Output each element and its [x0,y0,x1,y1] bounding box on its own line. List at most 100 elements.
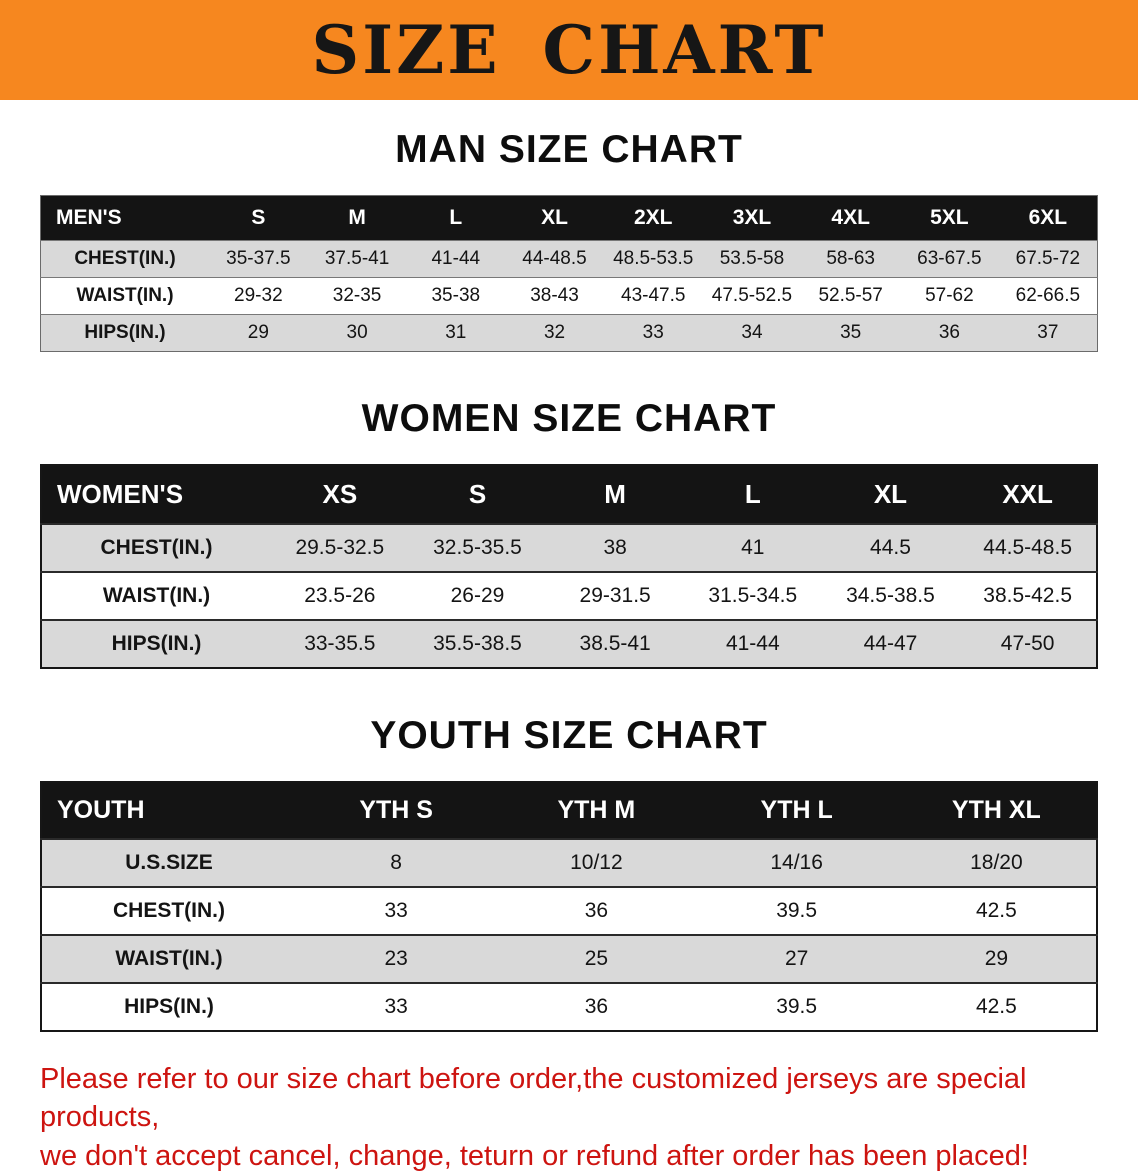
women-size-table: WOMEN'S XS S M L XL XXL CHEST(IN.) 29.5-32.5 32.5… [40,464,1098,669]
value-cell: 31 [406,314,506,352]
value-cell: 39.5 [696,982,897,1031]
value-cell: 33 [296,886,497,935]
size-section: MAN SIZE CHART MEN'S S M L XL 2XL 3XL 4XL 5XL 6XL C… [0,128,1138,352]
table-title-cell: YOUTH [41,782,296,839]
value-cell: 37 [998,314,1098,352]
value-cell: 27 [696,934,897,983]
size-header-cell: 6XL [998,195,1098,241]
size-section: WOMEN SIZE CHART WOMEN'S XS S M L XL XXL CHEST(I… [0,397,1138,669]
disclaimer: Please refer to our size chart before or… [40,1060,1118,1175]
value-cell: 36 [900,314,999,352]
value-cell: 26-29 [408,571,547,620]
size-header-cell: 3XL [702,195,802,241]
value-cell: 30 [307,314,407,352]
size-header-cell: YTH XL [896,782,1097,839]
value-cell: 10/12 [496,838,697,887]
size-header-cell: M [307,195,407,241]
value-cell: 29.5-32.5 [271,523,409,572]
value-cell: 47.5-52.5 [702,277,802,315]
size-header-cell: L [406,195,506,241]
row-label-cell: HIPS(IN.) [41,619,271,668]
size-header-cell: S [408,465,547,524]
table-header-row: MEN'S S M L XL 2XL 3XL 4XL 5XL 6XL [40,195,1098,241]
value-cell: 44.5 [821,523,960,572]
value-cell: 31.5-34.5 [683,571,822,620]
section-heading: YOUTH SIZE CHART [370,714,768,757]
value-cell: 36 [496,886,697,935]
size-header-cell: YTH L [696,782,897,839]
row-label-cell: CHEST(IN.) [40,240,209,278]
value-cell: 32-35 [307,277,407,315]
table-row: WAIST(IN.) 23 25 27 29 [41,934,1097,983]
value-cell: 29-31.5 [546,571,684,620]
section-heading: WOMEN SIZE CHART [361,397,777,440]
row-label-cell: WAIST(IN.) [41,571,271,620]
table-row: CHEST(IN.) 33 36 39.5 42.5 [41,886,1097,935]
row-label-cell: WAIST(IN.) [40,277,209,315]
table-header-row: YOUTH YTH S YTH M YTH L YTH XL [41,782,1097,839]
size-header-cell: XL [505,195,604,241]
size-header-cell: L [683,465,822,524]
table-row: HIPS(IN.) 33 36 39.5 42.5 [41,982,1097,1031]
size-header-cell: YTH M [496,782,697,839]
size-header-cell: YTH S [296,782,497,839]
value-cell: 44.5-48.5 [959,523,1097,572]
value-cell: 33 [296,982,497,1031]
value-cell: 25 [496,934,697,983]
value-cell: 39.5 [696,886,897,935]
value-cell: 41-44 [406,240,506,278]
value-cell: 18/20 [896,838,1097,887]
value-cell: 47-50 [959,619,1097,668]
row-label-cell: CHEST(IN.) [41,886,296,935]
table-title-cell: WOMEN'S [41,465,271,524]
value-cell: 33-35.5 [271,619,409,668]
value-cell: 42.5 [896,886,1097,935]
page-title: SIZE CHART [311,11,827,89]
value-cell: 35.5-38.5 [408,619,547,668]
value-cell: 34 [702,314,802,352]
section-heading: MAN SIZE CHART [395,128,743,171]
value-cell: 44-47 [821,619,960,668]
value-cell: 14/16 [696,838,897,887]
row-label-cell: HIPS(IN.) [40,314,209,352]
disclaimer-line: Please refer to our size chart before or… [40,1063,1027,1134]
value-cell: 44-48.5 [505,240,604,278]
value-cell: 57-62 [900,277,999,315]
size-chart-sections: MAN SIZE CHART MEN'S S M L XL 2XL 3XL 4XL 5XL 6XL C… [0,128,1138,1032]
value-cell: 62-66.5 [998,277,1098,315]
value-cell: 29-32 [209,277,308,315]
value-cell: 63-67.5 [900,240,999,278]
value-cell: 41-44 [683,619,822,668]
row-label-cell: HIPS(IN.) [41,982,296,1031]
size-header-cell: 4XL [801,195,901,241]
table-header-row: WOMEN'S XS S M L XL XXL [41,465,1097,524]
value-cell: 35 [801,314,901,352]
table-row: CHEST(IN.) 35-37.5 37.5-41 41-44 44-48.5 48.5… [40,240,1098,278]
banner: SIZE CHART [0,0,1138,100]
value-cell: 35-38 [406,277,506,315]
value-cell: 43-47.5 [603,277,703,315]
value-cell: 38-43 [505,277,604,315]
size-header-cell: 2XL [603,195,703,241]
size-header-cell: M [546,465,684,524]
row-label-cell: U.S.SIZE [41,838,296,887]
value-cell: 42.5 [896,982,1097,1031]
table-row: HIPS(IN.) 33-35.5 35.5-38.5 38.5-41 41-44 44-… [41,619,1097,668]
size-header-cell: XXL [959,465,1097,524]
value-cell: 23.5-26 [271,571,409,620]
value-cell: 32.5-35.5 [408,523,547,572]
value-cell: 58-63 [801,240,901,278]
value-cell: 29 [896,934,1097,983]
table-title-cell: MEN'S [40,195,209,241]
size-header-cell: XS [271,465,409,524]
row-label-cell: CHEST(IN.) [41,523,271,572]
table-row: U.S.SIZE 8 10/12 14/16 18/20 [41,838,1097,887]
value-cell: 41 [683,523,822,572]
row-label-cell: WAIST(IN.) [41,934,296,983]
value-cell: 48.5-53.5 [603,240,703,278]
value-cell: 37.5-41 [307,240,407,278]
value-cell: 33 [603,314,703,352]
size-header-cell: S [209,195,308,241]
value-cell: 29 [209,314,308,352]
value-cell: 52.5-57 [801,277,901,315]
